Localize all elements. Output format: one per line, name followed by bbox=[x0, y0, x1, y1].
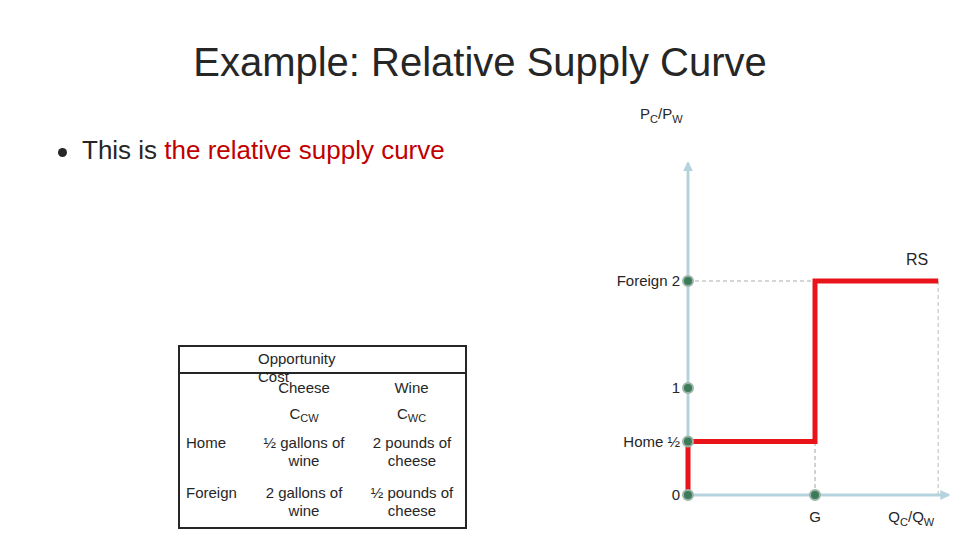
y-axis-label: PC/PW bbox=[640, 105, 683, 125]
guide-line bbox=[938, 281, 939, 495]
column-header: Wine bbox=[358, 379, 465, 397]
cell-text: ½ gallons of wine bbox=[264, 434, 345, 469]
cell-text: ½ pounds of cheese bbox=[371, 484, 454, 519]
tick-label: 0 bbox=[672, 486, 680, 503]
column-header: Cheese bbox=[250, 379, 358, 397]
table-border bbox=[178, 345, 465, 347]
y-tick bbox=[683, 490, 693, 500]
label-part: /P bbox=[658, 105, 672, 122]
x-axis-label: QC/QW bbox=[888, 508, 934, 528]
chart: RS0Home ½1Foreign 2GPC/PWQC/QW bbox=[0, 0, 960, 540]
table-border bbox=[465, 345, 467, 529]
table-cell: 2 gallons of wine bbox=[254, 484, 354, 520]
symbol-main: C bbox=[289, 405, 300, 422]
tick-label: Home ½ bbox=[623, 433, 680, 450]
label-part: Q bbox=[888, 508, 900, 525]
plot-area bbox=[688, 281, 938, 495]
table-border bbox=[178, 372, 465, 374]
table-cell: ½ gallons of wine bbox=[254, 434, 354, 470]
table-border bbox=[178, 527, 465, 529]
series-group bbox=[688, 281, 938, 495]
column-name: Cheese bbox=[278, 379, 330, 396]
subscript: C bbox=[900, 516, 908, 528]
cell-text: 2 pounds of cheese bbox=[373, 434, 451, 469]
label-part: P bbox=[640, 105, 650, 122]
bullet-text: This is bbox=[82, 135, 164, 165]
title-text: Example: Relative Supply Curve bbox=[193, 40, 767, 84]
subscript: C bbox=[650, 113, 658, 125]
column-symbol: CWC bbox=[358, 405, 465, 427]
subscript: W bbox=[672, 113, 683, 125]
x-tick bbox=[810, 490, 820, 500]
table-cell: 2 pounds of cheese bbox=[362, 434, 462, 470]
y-tick bbox=[683, 383, 693, 393]
y-tick bbox=[683, 276, 693, 286]
cell-text: 2 gallons of wine bbox=[266, 484, 343, 519]
slide: Example: Relative Supply Curve This is th… bbox=[0, 0, 960, 540]
table-border bbox=[178, 345, 180, 527]
symbol-subscript: CW bbox=[300, 412, 318, 424]
symbol-subscript: WC bbox=[408, 412, 426, 424]
column-name: Wine bbox=[394, 379, 428, 396]
bullet: This is the relative supply curve bbox=[82, 135, 445, 166]
row-label: Home bbox=[186, 434, 226, 452]
title: Example: Relative Supply Curve bbox=[0, 40, 960, 85]
series-line bbox=[688, 281, 938, 495]
label-part: /Q bbox=[908, 508, 924, 525]
series-label: RS bbox=[906, 251, 928, 268]
tick-label: 1 bbox=[672, 379, 680, 396]
row-label-text: Home bbox=[186, 434, 226, 451]
table-cell: ½ pounds of cheese bbox=[362, 484, 462, 520]
bullet-highlight: the relative supply curve bbox=[164, 135, 444, 165]
row-label: Foreign bbox=[186, 484, 237, 502]
tick-label: Foreign 2 bbox=[617, 272, 680, 289]
subscript: W bbox=[924, 516, 935, 528]
column-symbol: CCW bbox=[250, 405, 358, 427]
row-label-text: Foreign bbox=[186, 484, 237, 501]
symbol-main: C bbox=[397, 405, 408, 422]
bullet-dot bbox=[58, 148, 67, 157]
tick-label: G bbox=[809, 508, 821, 525]
y-tick bbox=[683, 437, 693, 447]
